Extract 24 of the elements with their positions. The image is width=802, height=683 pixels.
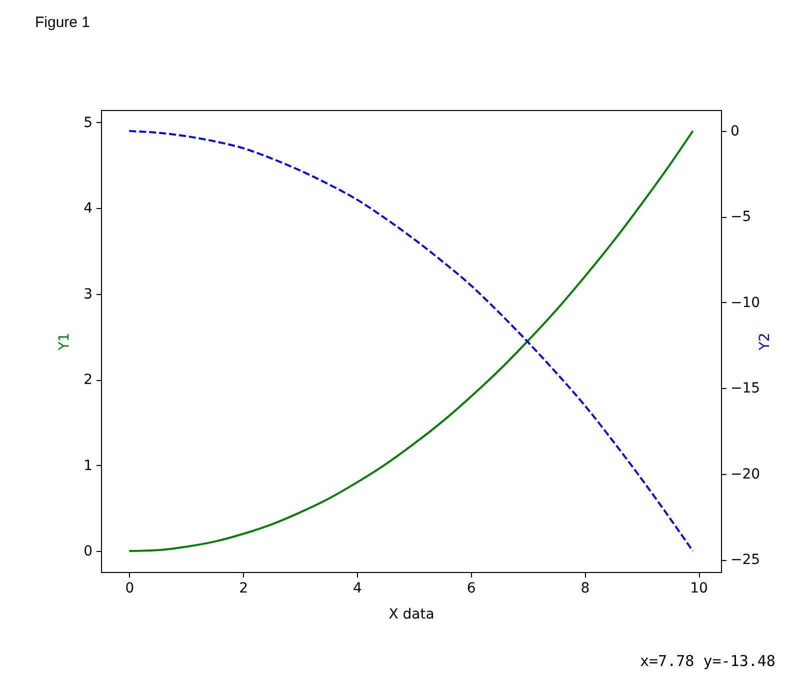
y2-axis-title: Y2	[757, 332, 774, 352]
x-tick-label: 2	[239, 580, 248, 596]
y2-tick-label: −10	[730, 294, 760, 311]
y2-tick-label: −5	[730, 209, 752, 226]
y2-tick-label: −25	[730, 552, 760, 568]
y-tick-label: 0	[84, 544, 92, 560]
y-tick-label: 3	[84, 286, 92, 302]
x-axis-title: X data	[388, 606, 434, 622]
text: x=7.78 y=-13.48	[640, 652, 776, 670]
line-series	[128, 130, 694, 552]
y-tick-label: 5	[84, 114, 92, 131]
x-tick-label: 4	[352, 580, 362, 596]
y-tick-label: 1	[84, 458, 92, 474]
x-tick-label: 6	[466, 580, 476, 596]
chart-title: Figure 1	[35, 14, 90, 31]
x-tick-label: 0	[125, 580, 134, 596]
y-tick-label: 4	[84, 200, 93, 217]
y-axis-title: Y1	[56, 332, 73, 352]
x-tick-label: 8	[580, 580, 590, 596]
y-tick-label: 2	[84, 372, 92, 388]
y2-tick-label: −15	[730, 380, 760, 397]
y2-tick-label: −20	[730, 466, 760, 482]
x-tick-label: 10	[690, 580, 708, 596]
y2-tick-label: 0	[730, 124, 740, 140]
